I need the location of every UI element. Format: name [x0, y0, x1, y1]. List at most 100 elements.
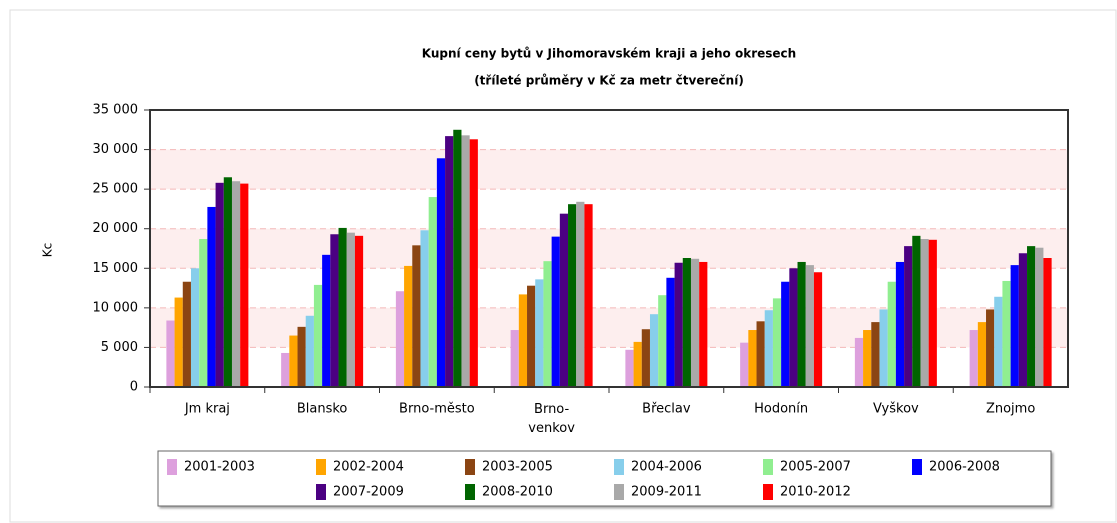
x-tick-label: Blansko [297, 402, 348, 417]
bar [182, 281, 191, 387]
bar [568, 204, 577, 387]
bar [813, 272, 823, 387]
bar [404, 265, 413, 387]
bar [166, 320, 175, 387]
bar [231, 181, 241, 387]
bar [641, 329, 650, 387]
y-tick-label: 35 000 [93, 103, 139, 118]
bar [346, 232, 355, 387]
legend-label: 2002-2004 [333, 460, 404, 475]
bar [699, 261, 708, 387]
bar [690, 258, 700, 387]
legend-swatch [614, 459, 624, 475]
bar [781, 281, 790, 387]
bar [994, 296, 1003, 387]
bar [469, 139, 478, 387]
legend-swatch [465, 484, 475, 500]
bar [395, 291, 405, 387]
bar [338, 227, 347, 387]
y-tick-label: 20 000 [93, 221, 139, 236]
legend-label: 2003-2005 [482, 460, 553, 475]
bar [1043, 257, 1052, 387]
bar [412, 245, 421, 387]
legend-swatch [614, 484, 624, 500]
x-tick-label: Vyškov [873, 402, 919, 417]
bar [445, 136, 454, 387]
bar [223, 177, 232, 387]
bar [1002, 280, 1011, 387]
bar [207, 206, 216, 387]
y-tick-label: 10 000 [93, 300, 139, 315]
bar [1010, 265, 1019, 387]
bar [764, 310, 773, 387]
bar [682, 257, 691, 387]
plot-border [149, 109, 1069, 388]
bar [895, 261, 905, 387]
legend-label: 2005-2007 [780, 460, 851, 475]
bar [912, 235, 921, 387]
bar [461, 135, 470, 387]
legend-swatch [763, 484, 773, 500]
legend-swatch [316, 459, 326, 475]
bar [797, 261, 806, 387]
legend-box [157, 450, 1052, 507]
bar [420, 230, 429, 387]
legend-label: 2010-2012 [780, 485, 851, 500]
y-tick-label: 5 000 [101, 340, 138, 355]
legend-label: 2001-2003 [184, 460, 255, 475]
bar [863, 330, 872, 387]
y-tick-label: 0 [130, 380, 138, 395]
bar [576, 201, 585, 387]
bar [174, 297, 183, 387]
legend-label: 2004-2006 [631, 460, 702, 475]
legend-swatch [763, 459, 773, 475]
bar [428, 197, 437, 387]
legend-label: 2006-2008 [929, 460, 1000, 475]
legend-swatch [316, 484, 326, 500]
bar [772, 298, 782, 387]
bar [240, 183, 249, 387]
bar [510, 330, 519, 387]
bar [281, 352, 290, 387]
bar [551, 236, 560, 387]
bar [920, 239, 929, 387]
bar [887, 281, 896, 387]
bar [748, 330, 757, 387]
legend-swatch [465, 459, 475, 475]
bar [854, 337, 864, 387]
bar [674, 262, 683, 387]
bar [543, 261, 552, 387]
bar [977, 322, 987, 387]
chart-title: Kupní ceny bytů v Jihomoravském kraji a … [422, 47, 796, 61]
bar [986, 309, 995, 387]
bar [215, 182, 224, 387]
bar [871, 322, 880, 387]
bar [436, 158, 446, 387]
bar [199, 239, 208, 387]
bar [879, 309, 888, 387]
legend-label: 2007-2009 [333, 485, 404, 500]
y-tick-label: 25 000 [93, 182, 139, 197]
bar [740, 342, 749, 387]
x-tick-label: Brno-město [399, 402, 475, 417]
bar [518, 294, 528, 387]
bar [969, 330, 978, 387]
bar [297, 326, 306, 387]
legend-label: 2008-2010 [482, 485, 553, 500]
bar [805, 265, 814, 387]
y-tick-label: 15 000 [93, 261, 139, 276]
bar [666, 277, 675, 387]
bar [904, 246, 913, 387]
bar [313, 284, 323, 387]
bar [527, 285, 536, 387]
x-tick-label: Znojmo [986, 402, 1035, 417]
bar [625, 349, 634, 387]
bar [453, 129, 462, 388]
bar [928, 239, 937, 387]
bar [1027, 246, 1036, 387]
y-tick-label: 30 000 [93, 142, 139, 157]
x-tick-label: Brno-venkov [528, 402, 575, 436]
bar [1035, 247, 1044, 387]
x-tick-label: Jm kraj [184, 402, 230, 417]
